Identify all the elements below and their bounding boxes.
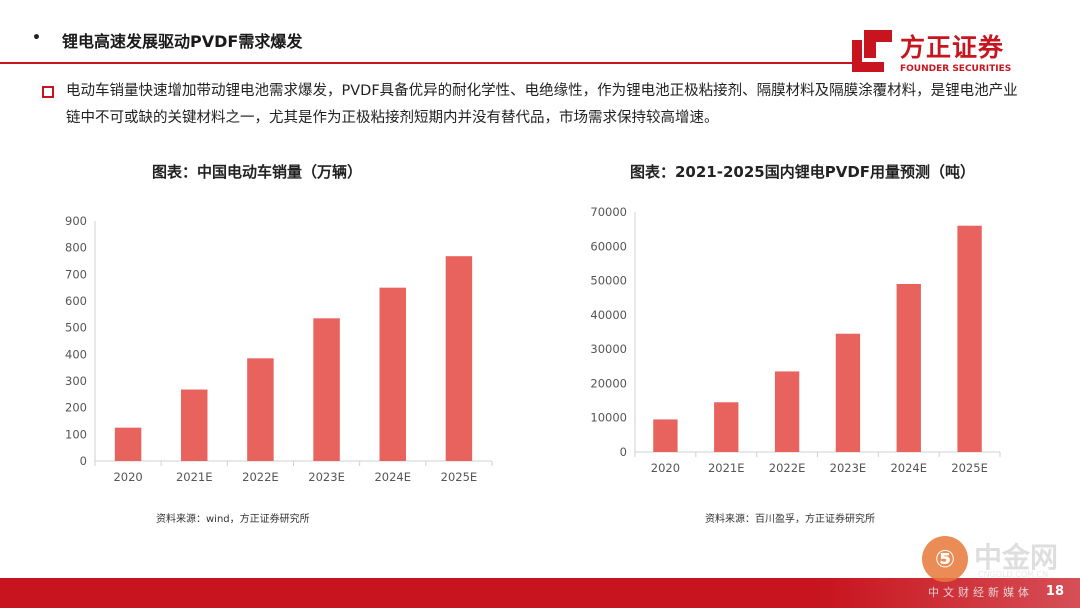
y-tick-label: 100: [65, 427, 87, 441]
bar-2020: [653, 419, 678, 452]
y-tick-label: 70000: [590, 205, 627, 219]
y-tick-label: 500: [65, 321, 87, 335]
bar-2025E: [957, 225, 982, 452]
chart-pvdf-title: 图表：2021-2025国内锂电PVDF用量预测（吨）: [630, 163, 976, 181]
title-divider: [0, 62, 860, 64]
x-tick-label: 2021E: [708, 461, 745, 475]
chart-ev-sales: 0 100 200 300 400 500 600 700 800 900 2020 2021E 202…: [65, 214, 493, 484]
watermark-sub: 中文财经新媒体: [928, 586, 1033, 599]
x-tick-label: 2021E: [176, 470, 213, 484]
footer-bar: [0, 578, 1080, 608]
y-tick-label: 800: [65, 241, 87, 255]
bar-2024E: [896, 284, 921, 452]
y-tick-label: 50000: [590, 274, 627, 288]
cngold-logo-icon: ⑤: [922, 536, 968, 582]
bar-2020: [114, 427, 142, 461]
x-tick-label: 2024E: [890, 461, 927, 475]
y-tick-label: 0: [620, 445, 627, 459]
page-number: 18: [1045, 584, 1064, 599]
founder-logo: 方正证券 FOUNDER SECURITIES: [848, 24, 1048, 80]
chart-ev-sales-source: 资料来源：wind，方正证券研究所: [156, 514, 310, 525]
y-tick-label: 60000: [590, 239, 627, 253]
x-tick-label: 2023E: [308, 470, 345, 484]
square-bullet-icon: [42, 86, 54, 98]
x-tick-label: 2020: [651, 461, 680, 475]
bar-2023E: [313, 318, 340, 461]
bar-2025E: [445, 256, 473, 461]
chart-pvdf-usage: 0 10000 20000 30000 40000 50000 60000 70000 2020…: [590, 205, 1001, 475]
y-tick-label: 0: [80, 454, 87, 468]
x-tick-label: 2023E: [830, 461, 867, 475]
y-tick-label: 30000: [590, 342, 627, 356]
y-tick-label: 400: [65, 347, 87, 361]
chart-pvdf-source: 资料来源：百川盈孚，方正证券研究所: [705, 514, 875, 525]
y-tick-label: 900: [65, 214, 87, 228]
x-tick-label: 2024E: [374, 470, 411, 484]
bar-2023E: [835, 333, 861, 452]
x-tick-label: 2022E: [769, 461, 806, 475]
founder-logo-icon: [852, 30, 892, 72]
y-tick-label: 20000: [590, 376, 627, 390]
x-tick-label: 2025E: [951, 461, 988, 475]
logo-cn-text: 方正证券: [900, 33, 1005, 62]
page-title: 锂电高速发展驱动PVDF需求爆发: [62, 32, 303, 51]
cngold-watermark: ⑤ 中金网 CNGOLD.COM.CN 中文财经新媒体: [922, 532, 1072, 602]
y-tick-label: 300: [65, 374, 87, 388]
watermark-cn: 中金网: [974, 541, 1059, 574]
summary-paragraph: 电动车销量快速增加带动锂电池需求爆发，PVDF具备优异的耐化学性、电绝缘性，作为…: [66, 83, 1018, 126]
bar-2024E: [379, 287, 406, 461]
x-tick-label: 2025E: [441, 470, 478, 484]
x-tick-label: 2022E: [242, 470, 279, 484]
x-tick-label: 2020: [113, 470, 142, 484]
bar-2021E: [714, 402, 739, 452]
title-bullet: •: [32, 30, 41, 46]
bar-2021E: [181, 389, 208, 461]
y-tick-label: 40000: [590, 308, 627, 322]
y-tick-label: 700: [65, 267, 87, 281]
watermark-en: CNGOLD.COM.CN: [978, 570, 1049, 579]
chart-ev-sales-title: 图表：中国电动车销量（万辆）: [152, 163, 363, 181]
y-tick-label: 200: [65, 401, 87, 415]
logo-en-text: FOUNDER SECURITIES: [900, 64, 1012, 74]
bar-2022E: [247, 358, 274, 461]
y-tick-label: 600: [65, 294, 87, 308]
bar-2022E: [774, 371, 800, 452]
y-tick-label: 10000: [590, 411, 627, 425]
